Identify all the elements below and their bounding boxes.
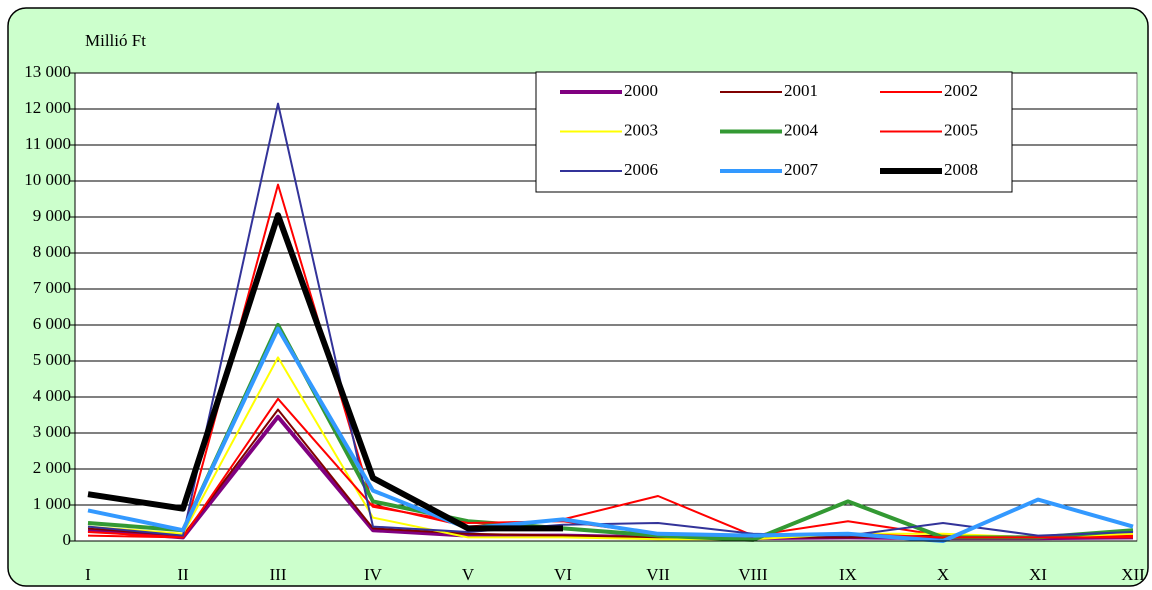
y-tick-label: 4 000 xyxy=(33,386,71,405)
x-tick-label: IX xyxy=(839,565,857,584)
legend-label: 2000 xyxy=(624,81,658,100)
series-line xyxy=(87,102,1134,537)
y-tick-label: 11 000 xyxy=(25,134,71,153)
x-tick-label: XII xyxy=(1121,565,1145,584)
y-tick-label: 13 000 xyxy=(24,62,71,81)
y-tick-label: 10 000 xyxy=(24,170,71,189)
series-line xyxy=(87,212,563,532)
legend-label: 2005 xyxy=(944,120,978,139)
y-axis-label: Millió Ft xyxy=(85,31,146,50)
legend-label: 2002 xyxy=(944,81,978,100)
x-tick-label: IV xyxy=(364,565,383,584)
y-tick-label: 6 000 xyxy=(33,314,71,333)
axes: 0 1 000 2 000 3 000 4 000 5 000 6 000 7 000 8 00… xyxy=(24,62,1145,584)
y-tick-label: 7 000 xyxy=(33,278,71,297)
y-tick-label: 9 000 xyxy=(33,206,71,225)
legend-label: 2004 xyxy=(784,120,819,139)
y-tick-label: 8 000 xyxy=(33,242,71,261)
series-line xyxy=(87,326,1134,543)
y-tick-label: 3 000 xyxy=(33,422,71,441)
legend-label: 2003 xyxy=(624,120,658,139)
x-tick-label: XI xyxy=(1029,565,1047,584)
legend-label: 2006 xyxy=(624,160,658,179)
x-tick-label: I xyxy=(85,565,91,584)
x-tick-label: V xyxy=(462,565,475,584)
legend-label: 2008 xyxy=(944,160,978,179)
y-tick-label: 0 xyxy=(63,530,72,549)
x-tick-label: X xyxy=(937,565,949,584)
y-tick-label: 12 000 xyxy=(24,98,71,117)
x-tick-label: III xyxy=(270,565,287,584)
lines xyxy=(87,102,1134,543)
y-tick-label: 2 000 xyxy=(33,458,71,477)
x-tick-label: VIII xyxy=(738,565,768,584)
y-tick-label: 5 000 xyxy=(33,350,71,369)
x-tick-label: VII xyxy=(646,565,670,584)
x-tick-label: II xyxy=(177,565,189,584)
legend-label: 2007 xyxy=(784,160,819,179)
legend: 2000 2001 2002 2003 2004 2005 2006 2007 2008 xyxy=(535,71,1013,193)
x-tick-label: VI xyxy=(554,565,572,584)
y-tick-label: 1 000 xyxy=(33,494,71,513)
legend-label: 2001 xyxy=(784,81,818,100)
